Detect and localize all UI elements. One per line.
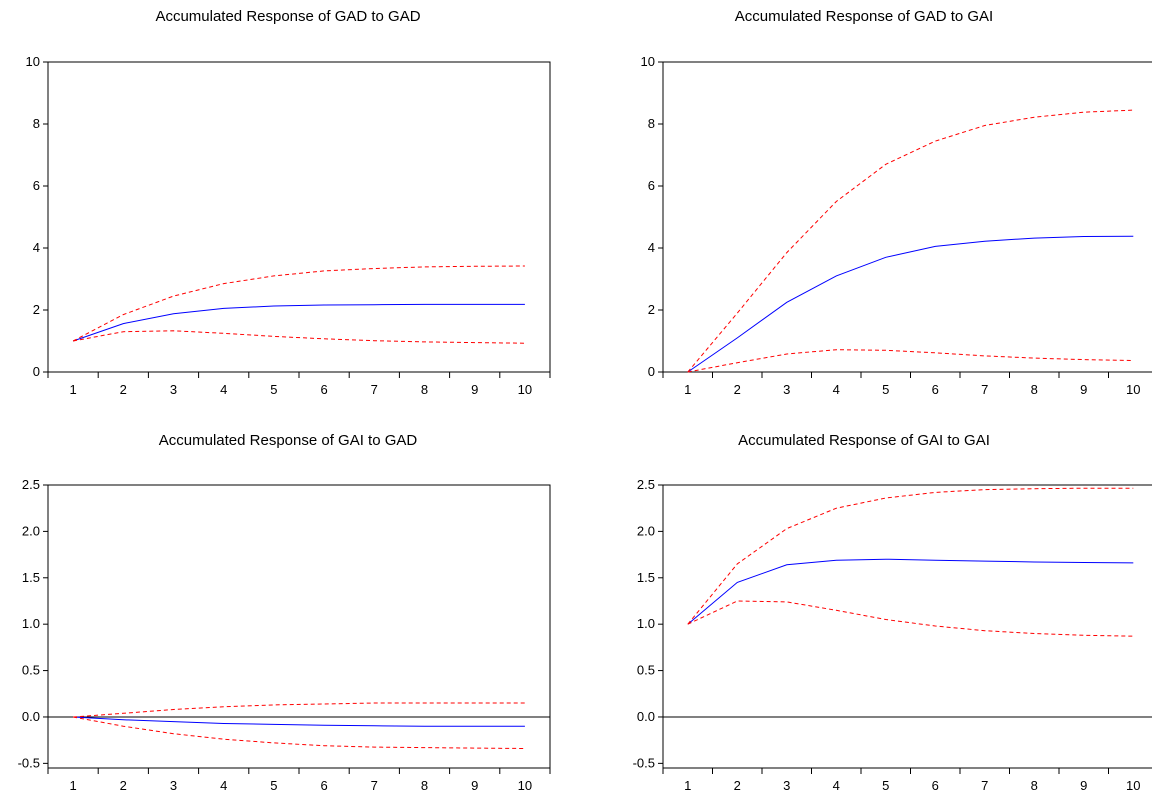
panel-gad-to-gai: Accumulated Response of GAD to GAI 0 2 4 6 8… xyxy=(576,0,1152,404)
x-tick-label: 7 xyxy=(981,778,988,793)
x-tick-label: 6 xyxy=(320,778,327,793)
lower-band-line xyxy=(687,349,1134,373)
x-tick-label: 4 xyxy=(220,382,227,397)
x-tick-label: 7 xyxy=(371,778,378,793)
x-tick-label: 1 xyxy=(684,778,691,793)
y-tick-label: 4 xyxy=(33,240,40,255)
upper-band-line xyxy=(72,265,525,342)
x-tick-label: 3 xyxy=(783,382,790,397)
y-tick-label: 2.5 xyxy=(637,477,655,492)
x-tick-label: 9 xyxy=(471,382,478,397)
plot-frame xyxy=(47,484,551,769)
y-tick-label: 2.0 xyxy=(637,523,655,538)
response-line xyxy=(687,558,1134,625)
upper-band-line xyxy=(687,109,1134,373)
x-tick-label: 9 xyxy=(1080,778,1087,793)
y-tick-label: 0 xyxy=(648,364,655,379)
x-tick-label: 4 xyxy=(833,778,840,793)
plot-frame xyxy=(662,484,1152,769)
y-tick-label: 10 xyxy=(641,54,655,69)
upper-band-line xyxy=(687,487,1134,625)
y-tick-label: 10 xyxy=(26,54,40,69)
lower-band-line xyxy=(73,330,525,344)
x-tick-label: 2 xyxy=(120,778,127,793)
x-tick-label: 8 xyxy=(1031,778,1038,793)
x-tick-label: 9 xyxy=(1080,382,1087,397)
x-tick-label: 2 xyxy=(734,778,741,793)
x-tick-label: 6 xyxy=(932,778,939,793)
upper-band-line xyxy=(73,702,525,718)
x-tick-label: 3 xyxy=(783,778,790,793)
x-tick-label: 6 xyxy=(932,382,939,397)
y-tick-label: 2.0 xyxy=(22,523,40,538)
x-tick-label: 10 xyxy=(518,382,532,397)
panel-gai-to-gad: Accumulated Response of GAI to GAD -0.5 0… xyxy=(0,404,576,807)
y-tick-label: 0.5 xyxy=(22,663,40,678)
y-tick-label: 4 xyxy=(648,240,655,255)
x-tick-label: 7 xyxy=(981,382,988,397)
y-tick-label: 2.5 xyxy=(22,477,40,492)
y-tick-label: 1.5 xyxy=(22,570,40,585)
x-tick-label: 1 xyxy=(684,382,691,397)
x-tick-label: 10 xyxy=(518,778,532,793)
response-line xyxy=(72,303,525,342)
y-tick-label: 1.0 xyxy=(637,616,655,631)
x-tick-label: 7 xyxy=(371,382,378,397)
x-tick-label: 5 xyxy=(270,778,277,793)
x-tick-label: 1 xyxy=(69,382,76,397)
chart-svg-gai-to-gai: -0.5 0.0 0.5 1.0 1.5 2.0 2.5 1 2 3 4 5 6 7 8 9 10 xyxy=(633,477,1152,793)
lower-band-line xyxy=(687,600,1134,637)
y-tick-label: 0 xyxy=(33,364,40,379)
y-tick-label: 0.0 xyxy=(637,709,655,724)
x-tick-label: 5 xyxy=(882,382,889,397)
x-tick-label: 6 xyxy=(320,382,327,397)
y-tick-label: 0.5 xyxy=(637,663,655,678)
y-tick-label: -0.5 xyxy=(633,755,655,770)
x-tick-label: 9 xyxy=(471,778,478,793)
y-tick-label: 8 xyxy=(33,116,40,131)
plot-frame xyxy=(47,61,551,373)
panel-gad-to-gad: Accumulated Response of GAD to GAD 0 2 4 6 8… xyxy=(0,0,576,404)
y-tick-label: 1.0 xyxy=(22,616,40,631)
chart-title: Accumulated Response of GAI to GAI xyxy=(738,432,990,449)
panel-gai-to-gai: Accumulated Response of GAI to GAI -0.5 0… xyxy=(576,404,1152,807)
plot-frame xyxy=(662,61,1152,373)
x-tick-label: 10 xyxy=(1126,778,1140,793)
x-tick-label: 8 xyxy=(421,382,428,397)
x-tick-label: 3 xyxy=(170,778,177,793)
x-tick-label: 2 xyxy=(120,382,127,397)
chart-title: Accumulated Response of GAD to GAD xyxy=(155,8,421,25)
response-line xyxy=(73,716,525,727)
y-tick-label: 8 xyxy=(648,116,655,131)
y-tick-label: 0.0 xyxy=(22,709,40,724)
y-tick-label: 2 xyxy=(648,302,655,317)
y-tick-label: 6 xyxy=(33,178,40,193)
response-line xyxy=(687,235,1134,373)
x-tick-label: 10 xyxy=(1126,382,1140,397)
x-tick-label: 8 xyxy=(421,778,428,793)
y-tick-label: -0.5 xyxy=(18,755,40,770)
x-tick-label: 5 xyxy=(270,382,277,397)
chart-svg-gai-to-gad: -0.5 0.0 0.5 1.0 1.5 2.0 2.5 1 2 3 4 5 6 7 8 9 10 xyxy=(18,477,551,793)
chart-title: Accumulated Response of GAD to GAI xyxy=(734,8,994,25)
x-tick-label: 3 xyxy=(170,382,177,397)
x-tick-label: 5 xyxy=(882,778,889,793)
y-tick-label: 2 xyxy=(33,302,40,317)
x-tick-label: 2 xyxy=(734,382,741,397)
x-tick-label: 4 xyxy=(220,778,227,793)
x-tick-label: 4 xyxy=(833,382,840,397)
x-tick-label: 8 xyxy=(1031,382,1038,397)
chart-title: Accumulated Response of GAI to GAD xyxy=(158,432,418,449)
y-tick-label: 1.5 xyxy=(637,570,655,585)
x-tick-label: 1 xyxy=(69,778,76,793)
lower-band-line xyxy=(73,716,525,749)
y-tick-label: 6 xyxy=(648,178,655,193)
